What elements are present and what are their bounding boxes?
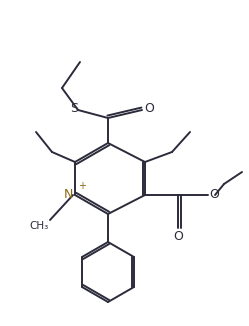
Text: +: + <box>78 181 86 191</box>
Text: O: O <box>144 102 154 115</box>
Text: O: O <box>209 187 219 200</box>
Text: O: O <box>173 230 183 243</box>
Text: N: N <box>64 188 73 201</box>
Text: CH₃: CH₃ <box>30 221 49 231</box>
Text: S: S <box>70 102 78 115</box>
